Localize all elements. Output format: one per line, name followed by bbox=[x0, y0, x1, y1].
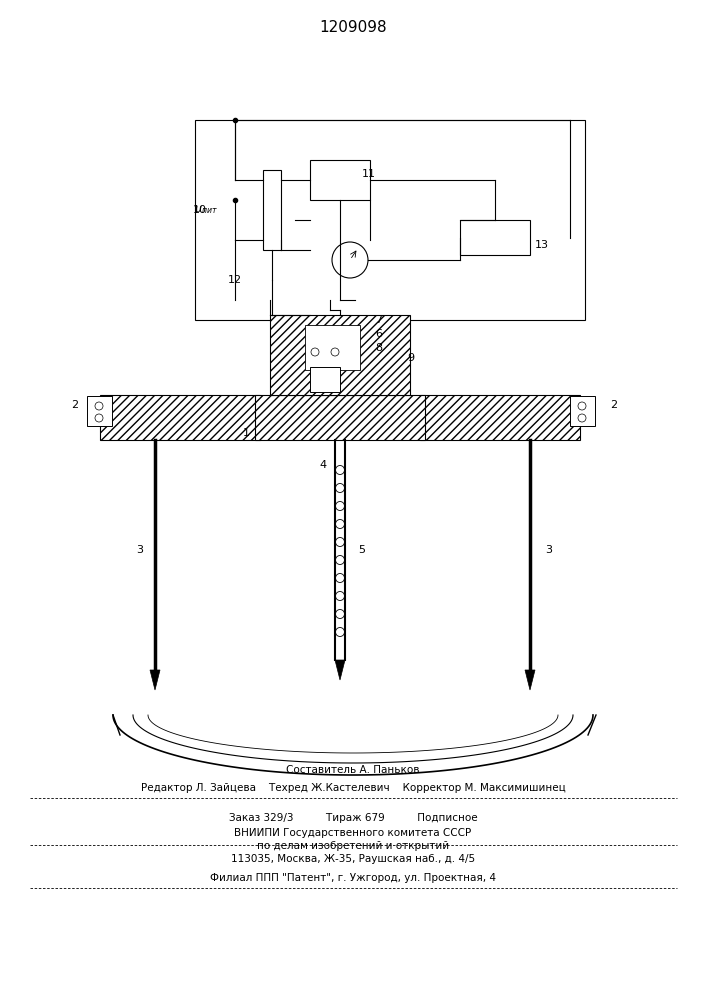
Bar bbox=[195, 120, 585, 320]
Circle shape bbox=[95, 402, 103, 410]
Text: 6: 6 bbox=[375, 329, 382, 339]
Bar bbox=[270, 315, 410, 395]
Circle shape bbox=[578, 402, 586, 410]
Text: 1209098: 1209098 bbox=[319, 20, 387, 35]
Text: Заказ 329/3          Тираж 679          Подписное: Заказ 329/3 Тираж 679 Подписное bbox=[228, 813, 477, 823]
Circle shape bbox=[336, 628, 344, 637]
Text: $u_{пит}$: $u_{пит}$ bbox=[194, 204, 218, 216]
Text: 12: 12 bbox=[228, 275, 242, 285]
Text: 9: 9 bbox=[407, 353, 414, 363]
Circle shape bbox=[336, 520, 344, 528]
Bar bbox=[100, 395, 260, 440]
Circle shape bbox=[578, 414, 586, 422]
Text: Составитель А. Паньков: Составитель А. Паньков bbox=[286, 765, 420, 775]
Text: по делам изобретений и открытий: по делам изобретений и открытий bbox=[257, 841, 449, 851]
Bar bbox=[263, 170, 281, 250]
Text: Редактор Л. Зайцева    Техред Ж.Кастелевич    Корректор М. Максимишинец: Редактор Л. Зайцева Техред Ж.Кастелевич … bbox=[141, 783, 566, 793]
Polygon shape bbox=[525, 670, 535, 690]
Text: 4: 4 bbox=[320, 460, 327, 470]
Text: 2: 2 bbox=[71, 400, 78, 410]
Text: 8: 8 bbox=[375, 343, 382, 353]
Circle shape bbox=[336, 556, 344, 564]
Circle shape bbox=[336, 538, 344, 546]
Circle shape bbox=[336, 574, 344, 582]
Polygon shape bbox=[150, 670, 160, 690]
Bar bbox=[570, 396, 595, 426]
Bar bbox=[87, 396, 112, 426]
Polygon shape bbox=[335, 660, 345, 680]
Text: 7: 7 bbox=[375, 315, 382, 325]
Bar bbox=[310, 160, 370, 200]
Circle shape bbox=[332, 242, 368, 278]
Text: ВНИИПИ Государственного комитета СССР: ВНИИПИ Государственного комитета СССР bbox=[235, 828, 472, 838]
Text: 3: 3 bbox=[545, 545, 552, 555]
Text: Филиал ППП "Патент", г. Ужгород, ул. Проектная, 4: Филиал ППП "Патент", г. Ужгород, ул. Про… bbox=[210, 873, 496, 883]
Text: 113035, Москва, Ж-35, Раушская наб., д. 4/5: 113035, Москва, Ж-35, Раушская наб., д. … bbox=[231, 854, 475, 864]
Circle shape bbox=[331, 348, 339, 356]
Circle shape bbox=[336, 502, 344, 510]
Text: 10: 10 bbox=[193, 205, 207, 215]
Text: 1: 1 bbox=[243, 428, 250, 438]
Bar bbox=[310, 367, 340, 392]
Bar bbox=[255, 395, 425, 440]
Bar bbox=[305, 325, 360, 370]
Text: 2: 2 bbox=[610, 400, 617, 410]
Text: 13: 13 bbox=[535, 240, 549, 250]
Circle shape bbox=[95, 414, 103, 422]
Bar bbox=[420, 395, 580, 440]
Circle shape bbox=[336, 591, 344, 600]
Text: 3: 3 bbox=[136, 545, 143, 555]
Circle shape bbox=[336, 466, 344, 475]
Text: 11: 11 bbox=[362, 169, 376, 179]
Text: 5: 5 bbox=[358, 545, 365, 555]
Circle shape bbox=[311, 348, 319, 356]
Circle shape bbox=[336, 484, 344, 492]
Circle shape bbox=[336, 609, 344, 618]
Bar bbox=[460, 220, 530, 255]
